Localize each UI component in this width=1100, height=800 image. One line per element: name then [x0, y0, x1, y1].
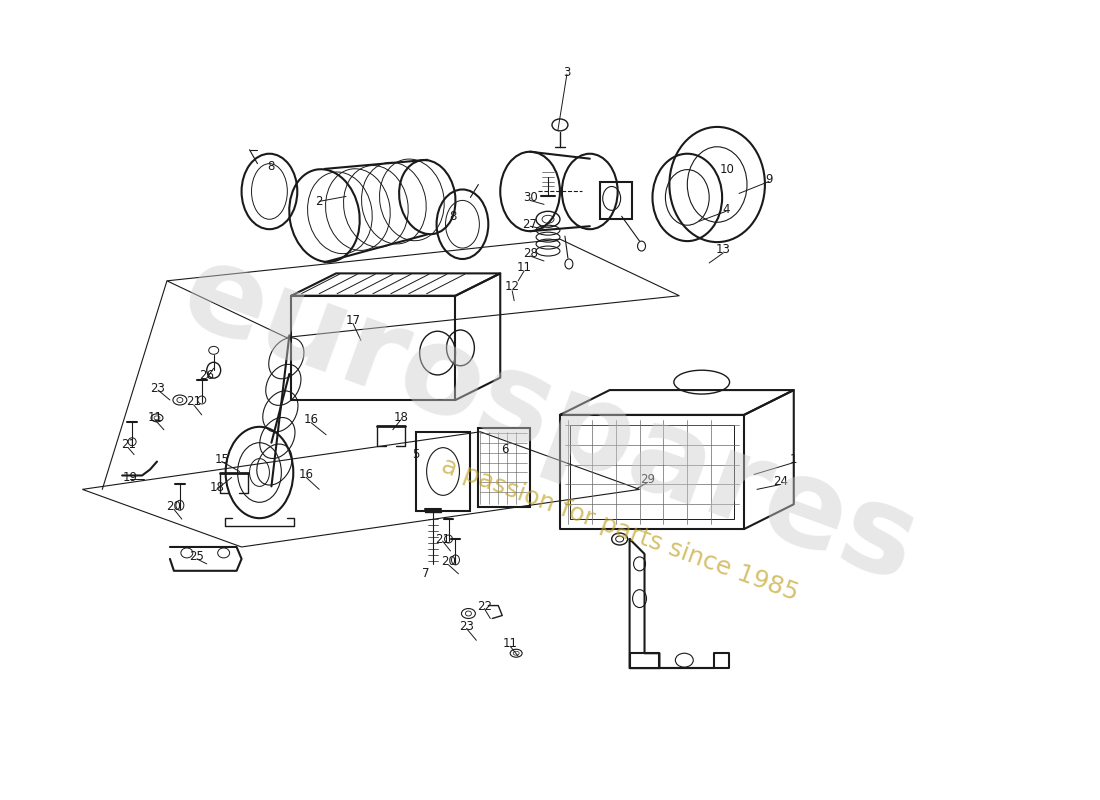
Text: 9: 9 — [766, 173, 772, 186]
Text: 23: 23 — [151, 382, 165, 394]
Text: 5: 5 — [412, 448, 419, 461]
Text: 15: 15 — [214, 453, 229, 466]
Text: 1: 1 — [790, 453, 798, 466]
Text: 25: 25 — [189, 550, 205, 563]
Text: 4: 4 — [723, 203, 730, 216]
Text: 10: 10 — [719, 163, 735, 176]
Bar — [570, 425, 734, 519]
Text: 11: 11 — [503, 637, 518, 650]
Text: 22: 22 — [476, 600, 492, 613]
Text: 8: 8 — [267, 160, 275, 173]
Text: 21: 21 — [121, 438, 135, 451]
Text: 28: 28 — [522, 246, 538, 259]
Text: 19: 19 — [122, 471, 138, 484]
Text: 7: 7 — [422, 567, 429, 580]
Text: 17: 17 — [345, 314, 361, 327]
Bar — [416, 432, 471, 511]
Text: 11: 11 — [517, 262, 531, 274]
Text: 18: 18 — [209, 481, 224, 494]
Text: 23: 23 — [459, 620, 474, 633]
Text: 6: 6 — [502, 443, 509, 456]
Bar — [478, 428, 530, 507]
Text: 29: 29 — [640, 473, 654, 486]
Text: a passion for parts since 1985: a passion for parts since 1985 — [438, 453, 802, 605]
Text: 21: 21 — [186, 395, 201, 409]
Text: 20: 20 — [441, 555, 456, 568]
Text: 21: 21 — [434, 533, 450, 546]
Text: 8: 8 — [449, 210, 456, 222]
Text: 20: 20 — [166, 500, 182, 513]
Text: 18: 18 — [394, 411, 408, 424]
Text: 11: 11 — [147, 411, 163, 424]
Text: 16: 16 — [304, 414, 319, 426]
Text: eurospares: eurospares — [167, 233, 933, 607]
Text: 3: 3 — [563, 66, 571, 78]
Text: 13: 13 — [716, 242, 730, 255]
Text: 30: 30 — [522, 191, 538, 204]
Text: 16: 16 — [299, 468, 314, 481]
Text: 26: 26 — [199, 369, 214, 382]
Bar — [600, 182, 631, 219]
Text: 24: 24 — [773, 475, 789, 488]
Text: 12: 12 — [505, 280, 519, 294]
Text: 27: 27 — [522, 218, 538, 230]
Text: 2: 2 — [316, 195, 323, 208]
